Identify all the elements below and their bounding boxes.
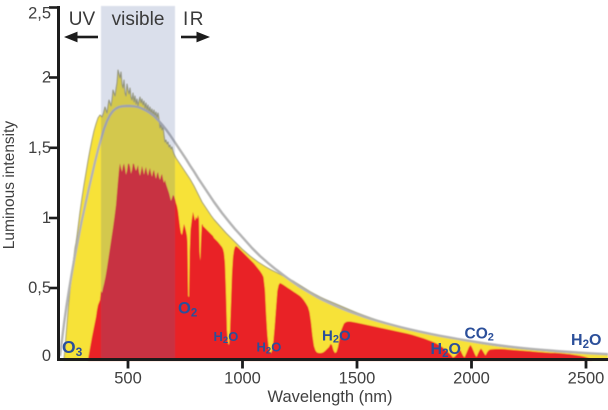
svg-text:CO2: CO2	[465, 326, 494, 344]
svg-text:2500: 2500	[568, 370, 605, 388]
svg-text:Luminous intensity: Luminous intensity	[1, 121, 18, 250]
svg-text:2,5: 2,5	[28, 5, 51, 23]
svg-text:2: 2	[42, 69, 51, 87]
svg-text:1,5: 1,5	[28, 139, 51, 157]
svg-text:H2O: H2O	[322, 328, 351, 346]
svg-text:O2: O2	[178, 300, 197, 320]
svg-text:0,5: 0,5	[28, 279, 51, 297]
svg-text:IR: IR	[183, 9, 205, 30]
svg-text:O3: O3	[62, 337, 83, 359]
svg-text:UV: UV	[69, 9, 96, 30]
svg-text:1000: 1000	[224, 370, 261, 388]
svg-text:0: 0	[42, 347, 51, 365]
svg-text:H2O: H2O	[257, 340, 282, 357]
svg-text:H2O: H2O	[431, 341, 461, 360]
svg-text:H2O: H2O	[571, 332, 601, 351]
svg-text:Wavelength (nm): Wavelength (nm)	[267, 388, 392, 406]
svg-text:500: 500	[114, 370, 142, 388]
svg-text:H2O: H2O	[214, 329, 239, 346]
svg-text:1500: 1500	[339, 370, 376, 388]
svg-text:visible: visible	[112, 9, 165, 30]
svg-text:1: 1	[42, 209, 51, 227]
svg-text:2000: 2000	[453, 370, 490, 388]
